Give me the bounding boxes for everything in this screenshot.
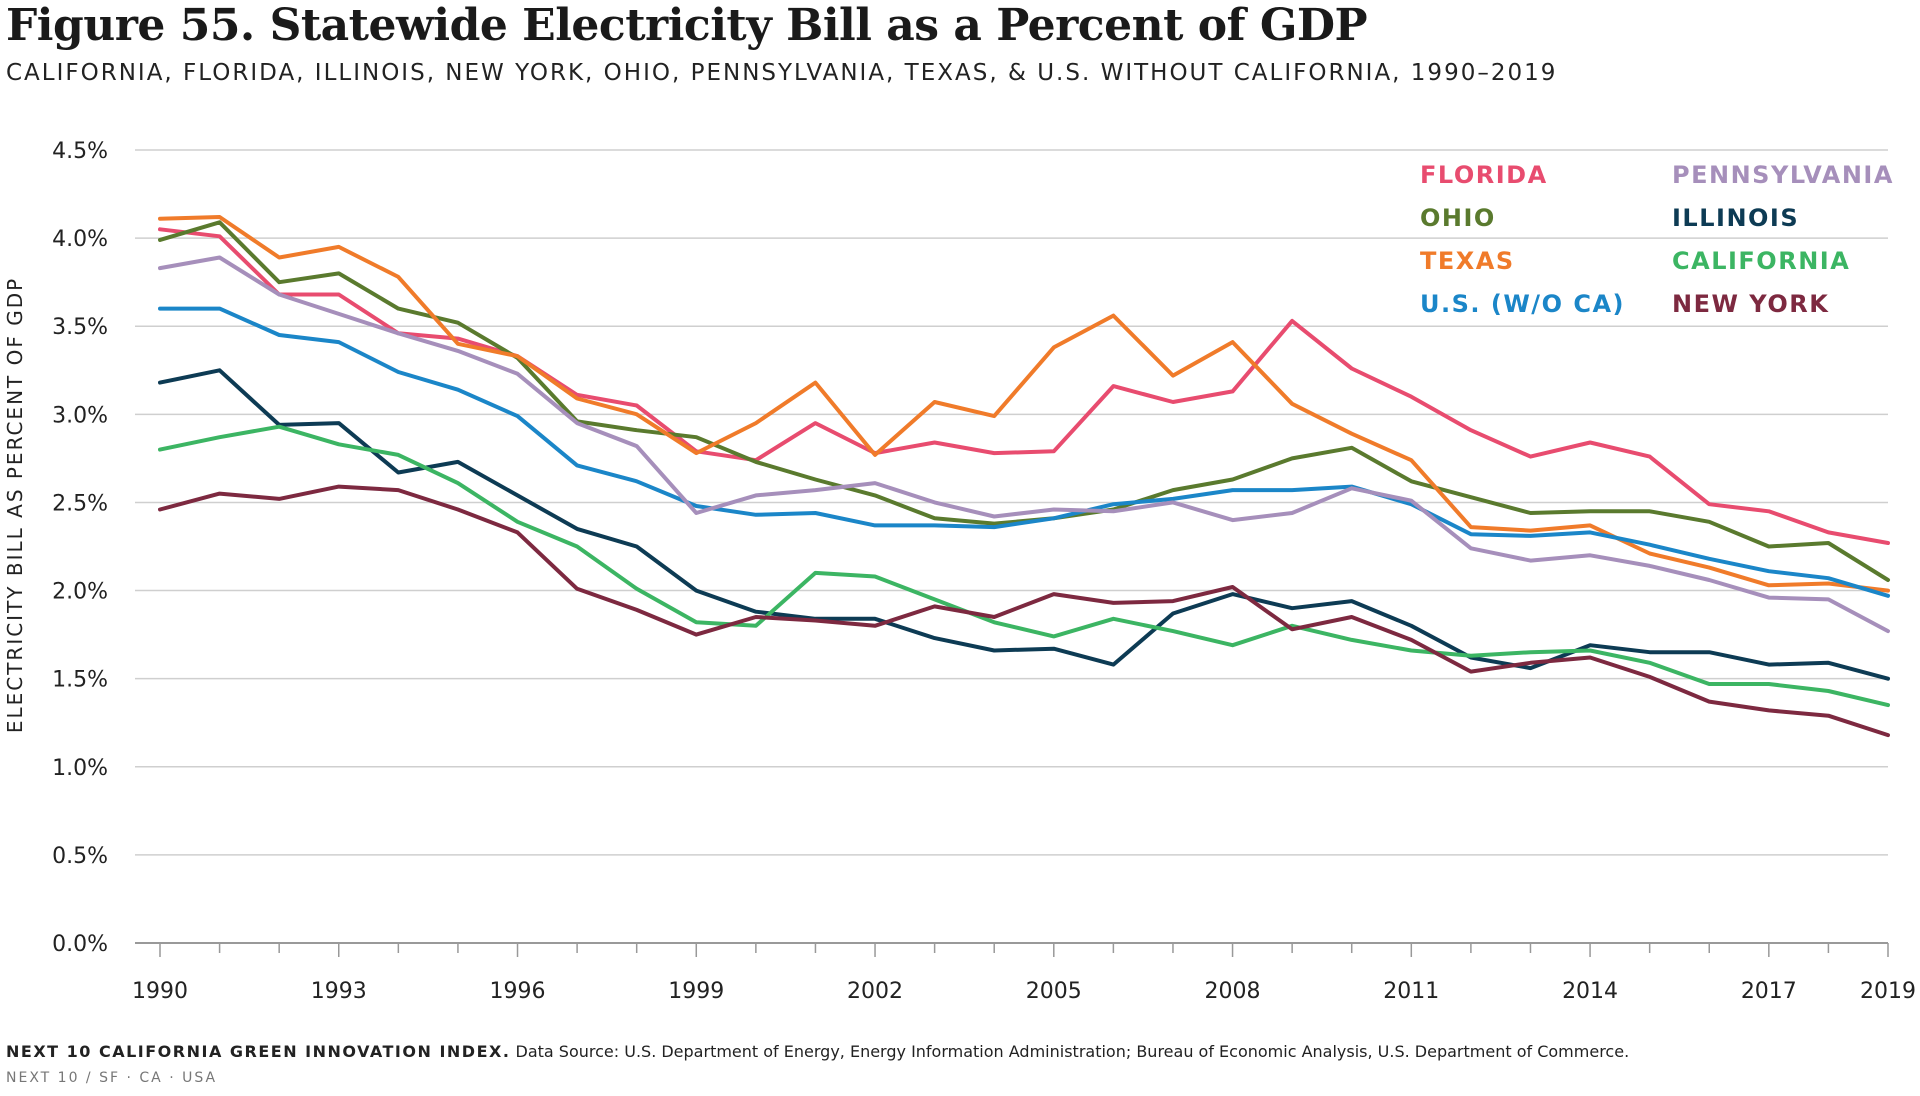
x-tick-label: 2005 xyxy=(1026,979,1082,1004)
y-tick-label: 3.5% xyxy=(52,315,108,340)
y-tick-label: 0.5% xyxy=(52,844,108,869)
series-line-new-york xyxy=(158,484,1890,738)
y-tick-label: 1.5% xyxy=(52,668,108,693)
y-tick-label: 4.0% xyxy=(52,227,108,252)
legend-item: ILLINOIS xyxy=(1672,204,1799,232)
x-tick-label: 2008 xyxy=(1205,979,1261,1004)
legend-item: NEW YORK xyxy=(1672,290,1829,318)
page-title: Figure 55. Statewide Electricity Bill as… xyxy=(6,0,1368,51)
series-line-u-s-w-o-ca xyxy=(158,306,1890,598)
legend-item: FLORIDA xyxy=(1420,161,1548,189)
x-tick-label: 2011 xyxy=(1383,979,1439,1004)
series-line-illinois xyxy=(158,368,1890,681)
series-line-texas xyxy=(158,215,1890,593)
series-line-pennsylvania xyxy=(158,255,1890,634)
y-tick-label: 0.0% xyxy=(52,932,108,957)
series-line-california xyxy=(158,424,1890,708)
footer-data-source: Data Source: U.S. Department of Energy, … xyxy=(515,1042,1630,1061)
y-tick-label: 2.5% xyxy=(52,491,108,516)
legend-item: CALIFORNIA xyxy=(1672,247,1850,275)
x-tick-label: 2002 xyxy=(847,979,903,1004)
y-tick-label: 2.0% xyxy=(52,580,108,605)
legend-item: PENNSYLVANIA xyxy=(1672,161,1894,189)
y-axis-label: ELECTRICITY BILL AS PERCENT OF GDP xyxy=(3,277,27,733)
x-tick-label: 2014 xyxy=(1562,979,1618,1004)
y-tick-label: 1.0% xyxy=(52,756,108,781)
series-lines xyxy=(158,215,1890,738)
x-tick-label: 1996 xyxy=(490,979,546,1004)
legend-item: OHIO xyxy=(1420,204,1496,232)
page-subtitle: CALIFORNIA, FLORIDA, ILLINOIS, NEW YORK,… xyxy=(6,60,1558,86)
footer-source: NEXT 10 CALIFORNIA GREEN INNOVATION INDE… xyxy=(6,1042,1629,1061)
y-tick-label: 4.5% xyxy=(52,139,108,164)
series-line-ohio xyxy=(158,220,1890,582)
legend-item: TEXAS xyxy=(1420,247,1515,275)
legend: FLORIDA OHIO TEXAS U.S. (W/O CA) PENNSYLVANI… xyxy=(1420,161,1894,318)
gridlines xyxy=(135,149,1888,944)
x-tick-label: 2019 xyxy=(1860,979,1916,1004)
x-tick-label: 1999 xyxy=(668,979,724,1004)
x-tick-label: 2017 xyxy=(1741,979,1797,1004)
y-tick-label: 3.0% xyxy=(52,403,108,428)
legend-item: U.S. (W/O CA) xyxy=(1420,290,1625,318)
x-axis: 1990 1993 1996 1999 2002 2005 2008 2011 2014 2017… xyxy=(132,943,1916,1004)
footer-brand: NEXT 10 CALIFORNIA GREEN INNOVATION INDE… xyxy=(6,1042,511,1061)
y-axis-ticks: 0.0% 0.5% 1.0% 1.5% 2.0% 2.5% 3.0% 3.5% 4.0% 4.5% xyxy=(52,139,108,957)
series-line-florida xyxy=(158,227,1890,545)
footer-tagline: NEXT 10 / SF · CA · USA xyxy=(6,1070,218,1086)
x-tick-label: 1993 xyxy=(311,979,367,1004)
x-tick-label: 1990 xyxy=(132,979,188,1004)
line-chart: 0.0% 0.5% 1.0% 1.5% 2.0% 2.5% 3.0% 3.5% 4.0% 4.5%… xyxy=(3,139,1916,1004)
